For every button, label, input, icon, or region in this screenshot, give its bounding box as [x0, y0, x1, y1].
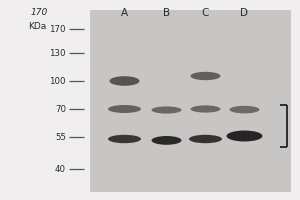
Text: D: D [241, 8, 248, 18]
Ellipse shape [190, 105, 220, 113]
Text: 70: 70 [55, 104, 66, 114]
Ellipse shape [152, 136, 182, 145]
Text: C: C [202, 8, 209, 18]
Ellipse shape [230, 106, 260, 113]
Ellipse shape [152, 106, 182, 114]
Text: 130: 130 [50, 48, 66, 58]
Ellipse shape [189, 135, 222, 143]
Text: 40: 40 [55, 164, 66, 173]
Text: 100: 100 [50, 76, 66, 86]
Ellipse shape [190, 72, 220, 80]
FancyBboxPatch shape [90, 10, 291, 192]
Text: 170: 170 [50, 24, 66, 33]
Text: 170: 170 [30, 8, 48, 17]
Ellipse shape [110, 76, 140, 86]
Text: B: B [163, 8, 170, 18]
Text: KDa: KDa [28, 22, 46, 31]
Text: A: A [121, 8, 128, 18]
Ellipse shape [108, 135, 141, 143]
Ellipse shape [226, 130, 262, 142]
Ellipse shape [108, 105, 141, 113]
Text: 55: 55 [55, 132, 66, 142]
